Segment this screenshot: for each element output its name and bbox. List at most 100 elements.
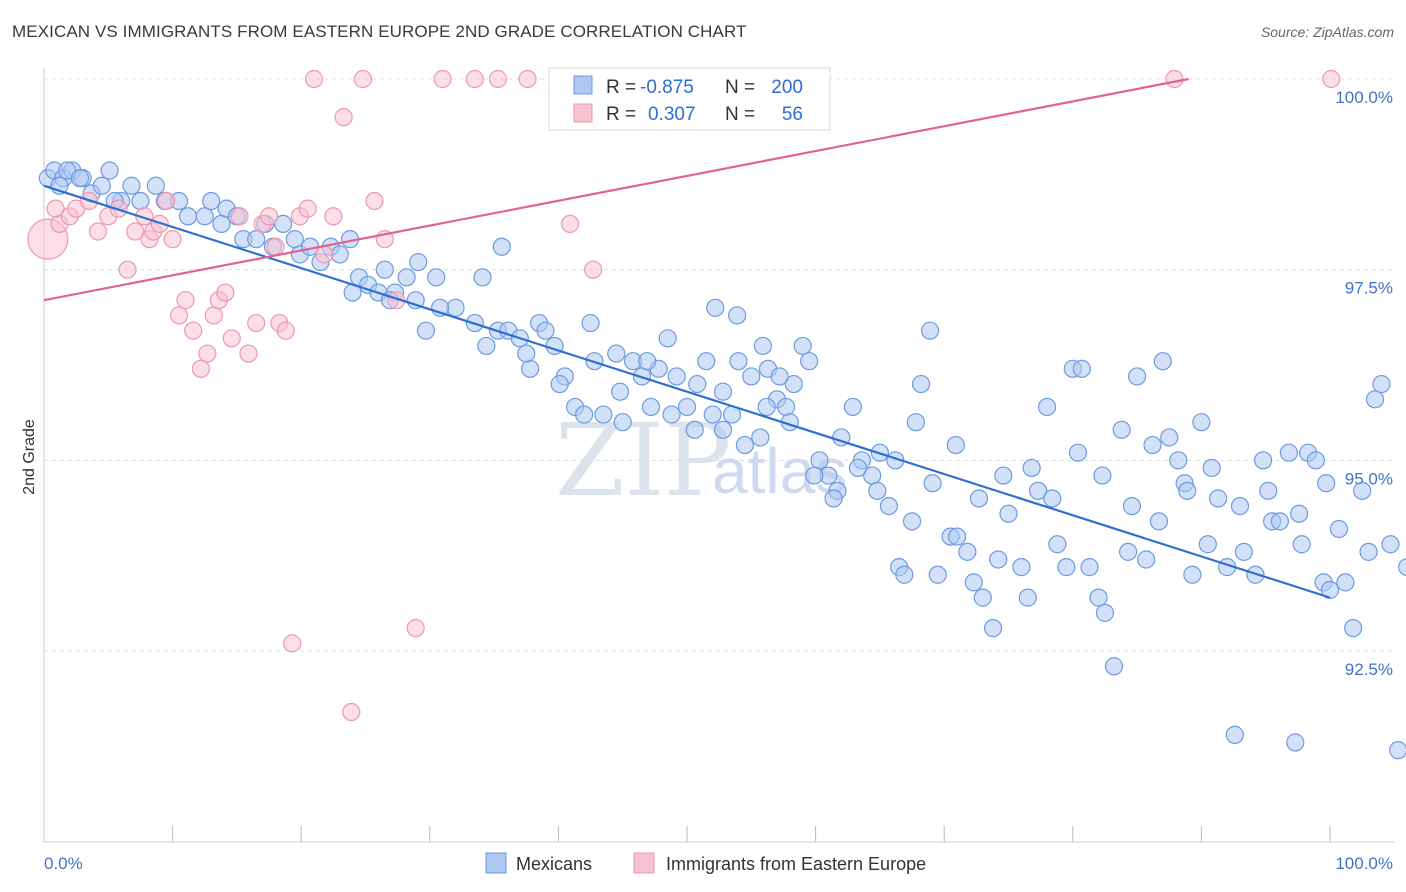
point-mexicans-123 [1153,352,1172,371]
point-eastern-europe-42 [353,69,373,89]
point-mexicans-189 [1093,466,1112,485]
point-mexicans-7 [100,161,119,180]
point-mexicans-114 [1080,558,1099,577]
point-mexicans-171 [688,374,707,394]
point-eastern-europe-10 [126,222,145,241]
point-mexicans-127 [1183,565,1202,584]
point-mexicans-174 [757,397,776,417]
point-mexicans-116 [1095,603,1115,622]
point-mexicans-15 [146,176,165,195]
y-tick-labels: 92.5%95.0%97.5%100.0% [1335,88,1393,679]
point-eastern-europe-34 [283,634,302,653]
point-mexicans-51 [521,359,540,378]
point-mexicans-105 [999,504,1018,523]
point-eastern-europe-40 [334,108,353,127]
point-mexicans-6 [92,176,111,195]
point-mexicans-60 [607,344,626,363]
point-mexicans-170 [662,405,681,424]
point-mexicans-152 [1381,535,1400,554]
point-eastern-europe-21 [198,344,217,363]
point-mexicans-196 [1290,504,1309,523]
point-eastern-europe-46 [406,619,425,638]
trend-line-eastern-europe [43,77,1189,302]
point-mexicans-57 [575,405,594,424]
point-mexicans-67 [667,367,686,386]
point-mexicans-197 [1317,474,1336,493]
legend-r-label-2: R = [606,104,636,125]
point-eastern-europe-22 [204,306,223,325]
point-mexicans-104 [989,550,1008,569]
point-mexicans-113 [1072,359,1091,378]
legend-r-label-1: R = [606,77,636,98]
point-mexicans-183 [946,435,965,455]
legend-swatch-pink [573,103,593,123]
point-eastern-europe-9 [118,260,137,279]
point-mexicans-44 [427,268,446,287]
point-eastern-europe-6 [88,222,108,241]
point-mexicans-25 [247,230,266,249]
point-mexicans-21 [212,214,231,234]
point-mexicans-102 [973,588,992,607]
legend-n-value-1: 200 [771,77,803,98]
point-mexicans-74 [729,352,748,371]
x-tick-label-max: 100.0% [1335,854,1393,873]
point-mexicans-96 [920,321,940,340]
y-axis-label: 2nd Grade [21,419,38,495]
point-mexicans-28 [274,214,293,234]
point-mexicans-82 [800,352,819,371]
point-mexicans-39 [375,260,394,279]
point-mexicans-158 [770,367,789,386]
legend-swatch-blue [573,75,593,95]
point-mexicans-139 [1286,733,1305,752]
gridlines [44,78,1394,652]
legend-r-value-1: -0.875 [640,77,694,98]
point-mexicans-149 [1359,542,1378,561]
legend-n-label-2: N = [725,104,755,125]
point-mexicans-140 [1292,535,1311,554]
point-mexicans-121 [1137,550,1156,569]
point-mexicans-43 [416,321,436,340]
point-eastern-europe-47 [433,69,452,89]
x-tick-label-min: 0.0% [44,854,83,873]
point-mexicans-153 [1389,741,1406,760]
point-mexicans-118 [1112,420,1131,439]
point-mexicans-115 [1089,588,1108,607]
point-mexicans-188 [1068,443,1088,462]
stats-legend: R = -0.875 N = 200 R = 0.307 N = 56 [548,67,831,131]
point-eastern-europe-27 [239,344,258,363]
point-mexicans-129 [1198,535,1217,554]
point-mexicans-151 [1372,374,1391,394]
point-mexicans-179 [868,481,887,500]
point-mexicans-93 [895,565,914,584]
point-mexicans-108 [1028,481,1048,500]
x-ticks [172,826,1331,842]
point-mexicans-47 [477,336,496,356]
point-eastern-europe-33 [276,321,295,340]
point-mexicans-147 [1344,619,1363,638]
point-mexicans-181 [906,413,926,432]
point-mexicans-122 [1143,435,1162,455]
bottom-legend-mexicans: Mexicans [516,854,592,874]
point-mexicans-117 [1104,657,1124,676]
point-mexicans-166 [550,374,569,394]
point-mexicans-173 [735,435,754,455]
point-mexicans-110 [1048,535,1067,554]
point-mexicans-109 [1037,397,1057,417]
point-mexicans-138 [1279,443,1298,462]
point-mexicans-59 [594,405,613,424]
point-mexicans-145 [1329,519,1349,539]
point-eastern-europe-38 [315,245,334,264]
point-mexicans-167 [581,313,600,333]
point-mexicans-155 [706,298,725,317]
point-eastern-europe-36 [298,199,317,218]
bottom-legend-swatch-mexicans [485,852,507,874]
point-mexicans-19 [195,207,214,226]
y-tick-label-2: 97.5% [1345,279,1393,298]
point-mexicans-137 [1270,512,1289,531]
point-eastern-europe-19 [184,321,203,340]
point-mexicans-45 [446,298,465,317]
point-mexicans-94 [902,512,922,531]
point-mexicans-148 [1353,481,1372,500]
point-eastern-europe-51 [560,214,580,234]
point-mexicans-29 [285,230,304,249]
